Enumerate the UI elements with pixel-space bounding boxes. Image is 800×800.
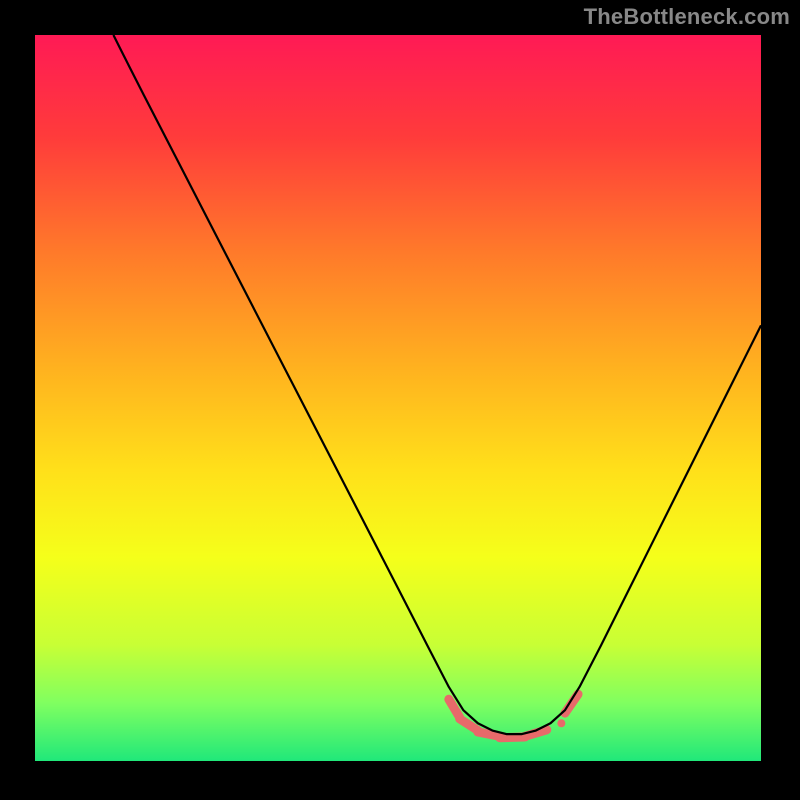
emphasis-dot: [557, 719, 565, 727]
outer-frame: TheBottleneck.com: [0, 0, 800, 800]
plot-svg: [35, 35, 761, 761]
plot-area: [35, 35, 761, 761]
gradient-background: [35, 35, 761, 761]
watermark-text: TheBottleneck.com: [584, 4, 790, 30]
